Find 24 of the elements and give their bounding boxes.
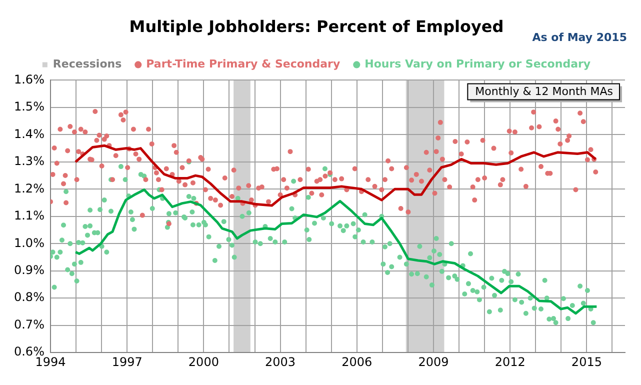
x-tick-label: 2015: [571, 354, 602, 369]
y-tick-label: 1.6%: [14, 72, 44, 86]
x-tick-label: 1994: [35, 354, 66, 369]
x-tick-label: 2003: [265, 354, 296, 369]
y-tick-label: 0.9%: [14, 263, 44, 278]
legend-label: Part-Time Primary & Secondary: [146, 58, 340, 71]
annotation: Monthly & 12 Month MAs: [475, 85, 614, 98]
text: As of May 2015: [532, 30, 627, 44]
y-tick-label: 1.3%: [14, 154, 44, 168]
x-tick-label: 2000: [188, 354, 219, 369]
legend-label: Recessions: [52, 58, 122, 71]
x-tick-label: 2012: [494, 354, 526, 369]
chart-title: Multiple Jobholders: Percent of Employed: [129, 16, 504, 36]
y-tick-label: 1.4%: [14, 126, 44, 141]
y-tick-label: 0.8%: [14, 290, 44, 304]
x-tick-label: 2006: [342, 354, 372, 369]
x-tick-label: 1997: [112, 354, 142, 369]
y-tick-label: 1.5%: [14, 100, 44, 114]
legend-label: Hours Vary on Primary or Secondary: [364, 58, 591, 71]
y-tick-label: 1.2%: [14, 181, 44, 196]
y-tick-label: 0.7%: [14, 317, 44, 332]
y-tick-label: 1.1%: [14, 208, 44, 223]
y-tick-label: 1.0%: [14, 236, 44, 250]
x-tick-label: 2009: [418, 354, 449, 369]
